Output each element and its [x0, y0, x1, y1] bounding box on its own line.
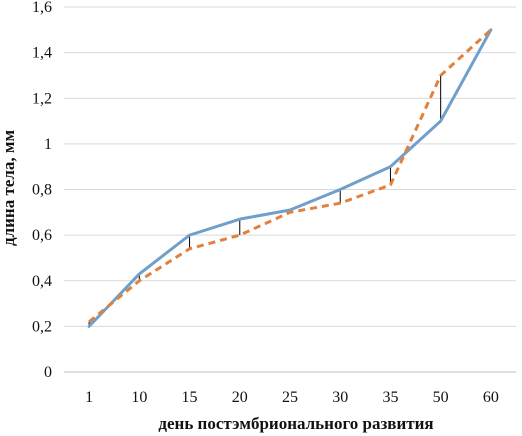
y-axis-title: длина тела, мм: [0, 130, 18, 246]
grid-layer: [64, 6, 516, 327]
y-tick-label: 1: [44, 136, 52, 153]
x-tick-label: 15: [182, 389, 198, 406]
y-tick-label: 0,8: [32, 182, 52, 199]
y-tick-label: 0: [44, 364, 52, 381]
y-tick-label: 1,4: [32, 45, 52, 62]
drop-lines-layer: [88, 75, 442, 327]
series-line-1: [87, 28, 493, 328]
x-tick-label: 35: [382, 389, 398, 406]
y-tick-label: 1,2: [32, 90, 52, 107]
x-tick-label: 30: [332, 389, 348, 406]
x-tick-label: 25: [282, 389, 298, 406]
y-tick-label: 0,4: [32, 273, 52, 290]
x-axis-title: день постэмбрионального развития: [158, 414, 433, 433]
series-layer: [87, 28, 493, 328]
series-line-2: [88, 28, 492, 323]
tick-label-layer: 0 0,2 0,4 0,6 0,8 1 1,2 1,4 1,6 1 10 15 20 25 30 35 50 60: [32, 0, 499, 406]
x-tick-label: 1: [85, 389, 93, 406]
x-tick-label: 20: [232, 389, 248, 406]
x-tick-label: 60: [483, 389, 499, 406]
y-tick-label: 0,2: [32, 318, 52, 335]
y-tick-label: 0,6: [32, 227, 52, 244]
x-tick-label: 50: [433, 389, 449, 406]
y-tick-label: 1,6: [32, 0, 52, 16]
x-tick-label: 10: [131, 389, 147, 406]
